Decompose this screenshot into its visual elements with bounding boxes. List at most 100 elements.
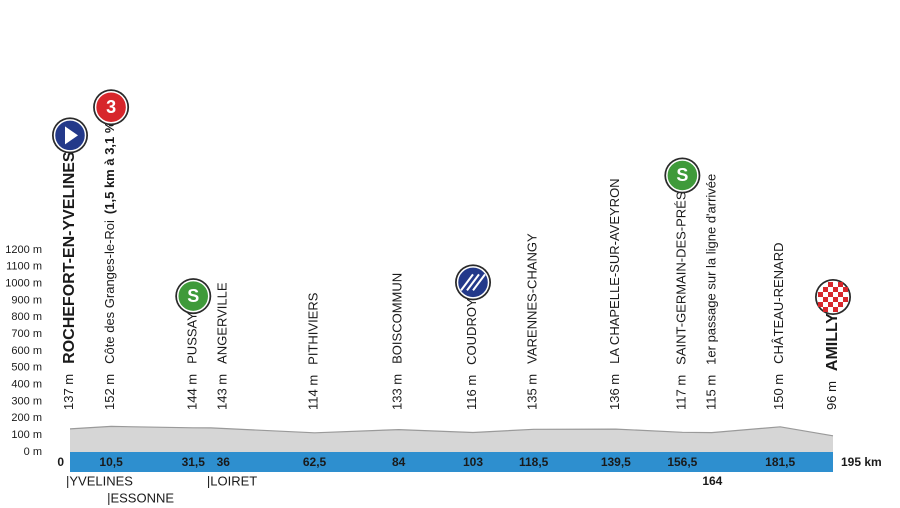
icon-disc <box>94 90 128 124</box>
checker <box>823 297 828 303</box>
icon-badge: 3 <box>106 97 116 117</box>
place-name: ROCHEFORT-EN-YVELINES <box>61 151 78 364</box>
km-label: 195 km <box>841 455 882 469</box>
km-label: 84 <box>392 455 406 469</box>
waypoint-label: 150 m CHÂTEAU-RENARD <box>772 243 787 410</box>
feed-stroke <box>466 273 480 291</box>
waypoint-label: 136 m LA CHAPELLE-SUR-AVEYRON <box>607 178 622 410</box>
icon-finish <box>815 279 851 316</box>
altitude-label: 114 m <box>306 375 321 410</box>
checker <box>828 282 833 288</box>
feed-stroke <box>472 273 486 291</box>
km-label: 103 <box>463 455 483 469</box>
waypoint-label: 115 m 1er passage sur la ligne d'arrivée <box>704 174 719 410</box>
region-label: |LOIRET <box>207 473 257 488</box>
region-label: |ESSONNE <box>107 490 174 505</box>
km-label: 36 <box>217 455 231 469</box>
place-name: Côte des Granges-le-Roi <box>103 220 118 364</box>
km-label: 62,5 <box>303 455 327 469</box>
y-tick-label: 1000 m <box>5 278 42 290</box>
checker <box>843 297 848 303</box>
place-name: ANGERVILLE <box>215 282 230 364</box>
altitude-label: 117 m <box>674 375 689 410</box>
waypoint-label: 137 m ROCHEFORT-EN-YVELINES <box>61 151 78 410</box>
place-name: PITHIVIERS <box>306 292 321 365</box>
place-name: 1er passage sur la ligne d'arrivée <box>704 174 719 365</box>
altitude-label: 135 m <box>525 374 540 410</box>
region-label: |YVELINES <box>66 473 133 488</box>
y-tick-label: 300 m <box>11 395 42 407</box>
km-label: 118,5 <box>519 455 549 469</box>
icon-disc <box>177 279 210 313</box>
y-tick-label: 200 m <box>11 412 42 424</box>
altitude-label: 115 m <box>704 375 719 410</box>
place-name: CHÂTEAU-RENARD <box>772 243 787 364</box>
icon-badge: S <box>187 286 199 306</box>
checker <box>823 307 828 313</box>
altitude-label: 144 m <box>185 374 200 410</box>
waypoint-label: 117 m SAINT-GERMAIN-DES-PRÉS <box>674 191 689 410</box>
checker <box>838 302 843 308</box>
waypoint-label: 144 m PUSSAY <box>185 312 200 410</box>
waypoint-label: 152 m Côte des Granges-le-Roi (1,5 km à 3,… <box>103 117 118 410</box>
checker <box>838 282 843 288</box>
altitude-label: 136 m <box>607 374 622 410</box>
checker <box>828 292 833 298</box>
place-name: VARENNES-CHANGY <box>525 233 540 364</box>
start-arrow <box>65 126 78 145</box>
icon-badge: S <box>676 165 688 185</box>
checker <box>833 297 838 303</box>
place-name: COUDROY <box>464 298 479 365</box>
profile-area <box>70 426 833 452</box>
checker <box>833 287 838 293</box>
y-tick-label: 800 m <box>11 311 42 323</box>
km-label: 10,5 <box>99 455 123 469</box>
climb-note: (1,5 km à 3,1 %) <box>103 117 118 214</box>
checker <box>833 307 838 313</box>
altitude-label: 143 m <box>215 374 230 410</box>
icon-climb: 3 <box>93 89 130 126</box>
y-tick-label: 0 m <box>24 446 42 458</box>
y-tick-label: 700 m <box>11 328 42 340</box>
icon-sprint: S <box>175 278 212 315</box>
place-name: AMILLY <box>824 313 841 371</box>
profile-line <box>69 425 834 437</box>
y-tick-label: 1200 m <box>5 244 42 256</box>
checker <box>818 292 823 298</box>
waypoint-label: 96 m AMILLY <box>824 313 841 410</box>
checker <box>823 287 828 293</box>
y-tick-label: 600 m <box>11 345 42 357</box>
waypoint-label: 116 m COUDROY <box>464 298 479 410</box>
altitude-label: 133 m <box>390 374 405 410</box>
y-tick-label: 400 m <box>11 379 42 391</box>
km-label: 139,5 <box>601 455 631 469</box>
place-name: SAINT-GERMAIN-DES-PRÉS <box>674 191 689 365</box>
y-tick-label: 1100 m <box>6 261 42 273</box>
y-tick-label: 100 m <box>11 429 42 441</box>
icon-disc <box>666 159 699 192</box>
km-label: 164 <box>702 474 722 488</box>
waypoint-label: 143 m ANGERVILLE <box>215 282 230 410</box>
checker <box>838 292 843 298</box>
km-label: 181,5 <box>765 455 795 469</box>
icon-sprint: S <box>664 157 701 194</box>
place-name: LA CHAPELLE-SUR-AVEYRON <box>607 178 622 363</box>
altitude-label: 150 m <box>772 374 787 410</box>
altitude-label: 152 m <box>103 374 118 410</box>
checker <box>818 302 823 308</box>
altitude-label: 116 m <box>464 375 479 410</box>
checker <box>843 287 848 293</box>
km-label: 31,5 <box>182 455 206 469</box>
place-name: PUSSAY <box>185 312 200 364</box>
feed-stroke <box>460 273 474 291</box>
checker <box>828 302 833 308</box>
altitude-label: 96 m <box>824 381 839 410</box>
altitude-label: 137 m <box>61 374 76 410</box>
place-name: BOISCOMMUN <box>390 273 405 364</box>
icon-start <box>52 117 88 154</box>
waypoint-label: 135 m VARENNES-CHANGY <box>525 233 540 410</box>
km-label: 156,5 <box>667 455 697 469</box>
icon-feed <box>455 264 492 301</box>
